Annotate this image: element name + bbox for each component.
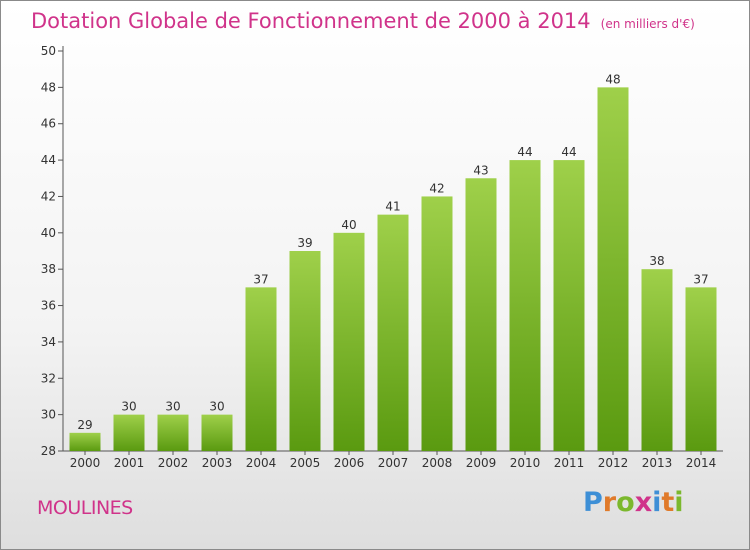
bar-value-label: 38 bbox=[649, 254, 664, 268]
bar bbox=[333, 232, 365, 451]
bar-value-label: 30 bbox=[209, 400, 224, 414]
x-tick-label: 2005 bbox=[290, 456, 321, 470]
logo-letter: i bbox=[674, 487, 684, 518]
bar bbox=[377, 214, 409, 451]
logo-letter: o bbox=[616, 487, 635, 518]
proxiti-logo: Proxiti bbox=[583, 487, 684, 518]
x-tick-label: 2004 bbox=[246, 456, 277, 470]
bar-value-label: 37 bbox=[253, 272, 268, 286]
x-tick-label: 2010 bbox=[510, 456, 541, 470]
bar bbox=[509, 160, 541, 451]
chart-labels: 29 2000 30 2001 30 2002 30 2003 37 2004 39 2005 40 20… bbox=[70, 72, 717, 470]
y-tick-label: 40 bbox=[41, 226, 56, 240]
bar bbox=[685, 287, 717, 451]
bar bbox=[553, 160, 585, 451]
x-tick-label: 2000 bbox=[70, 456, 101, 470]
bar-value-label: 30 bbox=[121, 400, 136, 414]
bar-value-label: 29 bbox=[77, 418, 92, 432]
bar-value-label: 43 bbox=[473, 163, 488, 177]
y-tick-label: 36 bbox=[41, 299, 56, 313]
bar bbox=[421, 196, 453, 451]
x-tick-label: 2002 bbox=[158, 456, 189, 470]
bar bbox=[113, 414, 145, 451]
bar-value-label: 44 bbox=[517, 145, 532, 159]
x-tick-label: 2014 bbox=[686, 456, 717, 470]
bar bbox=[289, 251, 321, 451]
y-tick-label: 50 bbox=[41, 44, 56, 58]
x-tick-label: 2008 bbox=[422, 456, 453, 470]
chart-subtitle: (en milliers d'€) bbox=[600, 17, 695, 31]
y-tick-label: 34 bbox=[41, 335, 56, 349]
bar bbox=[465, 178, 497, 452]
commune-name: MOULINES bbox=[37, 497, 133, 519]
logo-letter: P bbox=[583, 487, 603, 518]
bar-value-label: 41 bbox=[385, 200, 400, 214]
x-tick-label: 2007 bbox=[378, 456, 409, 470]
y-tick-label: 30 bbox=[41, 408, 56, 422]
logo-letter: i bbox=[652, 487, 662, 518]
bar-value-label: 39 bbox=[297, 236, 312, 250]
y-tick-label: 46 bbox=[41, 117, 56, 131]
x-tick-label: 2012 bbox=[598, 456, 629, 470]
x-tick-label: 2009 bbox=[466, 456, 497, 470]
bar bbox=[245, 287, 277, 451]
y-tick-label: 28 bbox=[41, 444, 56, 458]
chart-axes: 28 30 32 34 36 38 40 42 44 46 48 50 bbox=[41, 44, 723, 458]
x-tick-label: 2001 bbox=[114, 456, 145, 470]
x-tick-label: 2013 bbox=[642, 456, 673, 470]
chart-bars bbox=[69, 87, 717, 452]
bar-value-label: 30 bbox=[165, 400, 180, 414]
y-tick-label: 48 bbox=[41, 80, 56, 94]
x-tick-label: 2011 bbox=[554, 456, 585, 470]
y-tick-label: 42 bbox=[41, 189, 56, 203]
bar bbox=[597, 87, 629, 451]
bar-value-label: 48 bbox=[605, 72, 620, 86]
y-tick-label: 32 bbox=[41, 371, 56, 385]
chart-title-text: Dotation Globale de Fonctionnement de 20… bbox=[31, 9, 591, 33]
y-tick-label: 38 bbox=[41, 262, 56, 276]
x-tick-label: 2003 bbox=[202, 456, 233, 470]
bar-value-label: 40 bbox=[341, 218, 356, 232]
logo-letter: t bbox=[661, 487, 675, 518]
bar bbox=[641, 269, 673, 451]
bar bbox=[157, 414, 189, 451]
bar bbox=[201, 414, 233, 451]
bar bbox=[69, 432, 101, 451]
bar-value-label: 42 bbox=[429, 181, 444, 195]
logo-letter: r bbox=[602, 487, 617, 518]
logo-letter: x bbox=[634, 487, 653, 518]
chart-title: Dotation Globale de Fonctionnement de 20… bbox=[31, 9, 695, 33]
bar-value-label: 44 bbox=[561, 145, 576, 159]
bar-value-label: 37 bbox=[693, 272, 708, 286]
x-tick-label: 2006 bbox=[334, 456, 365, 470]
y-tick-label: 44 bbox=[41, 153, 56, 167]
